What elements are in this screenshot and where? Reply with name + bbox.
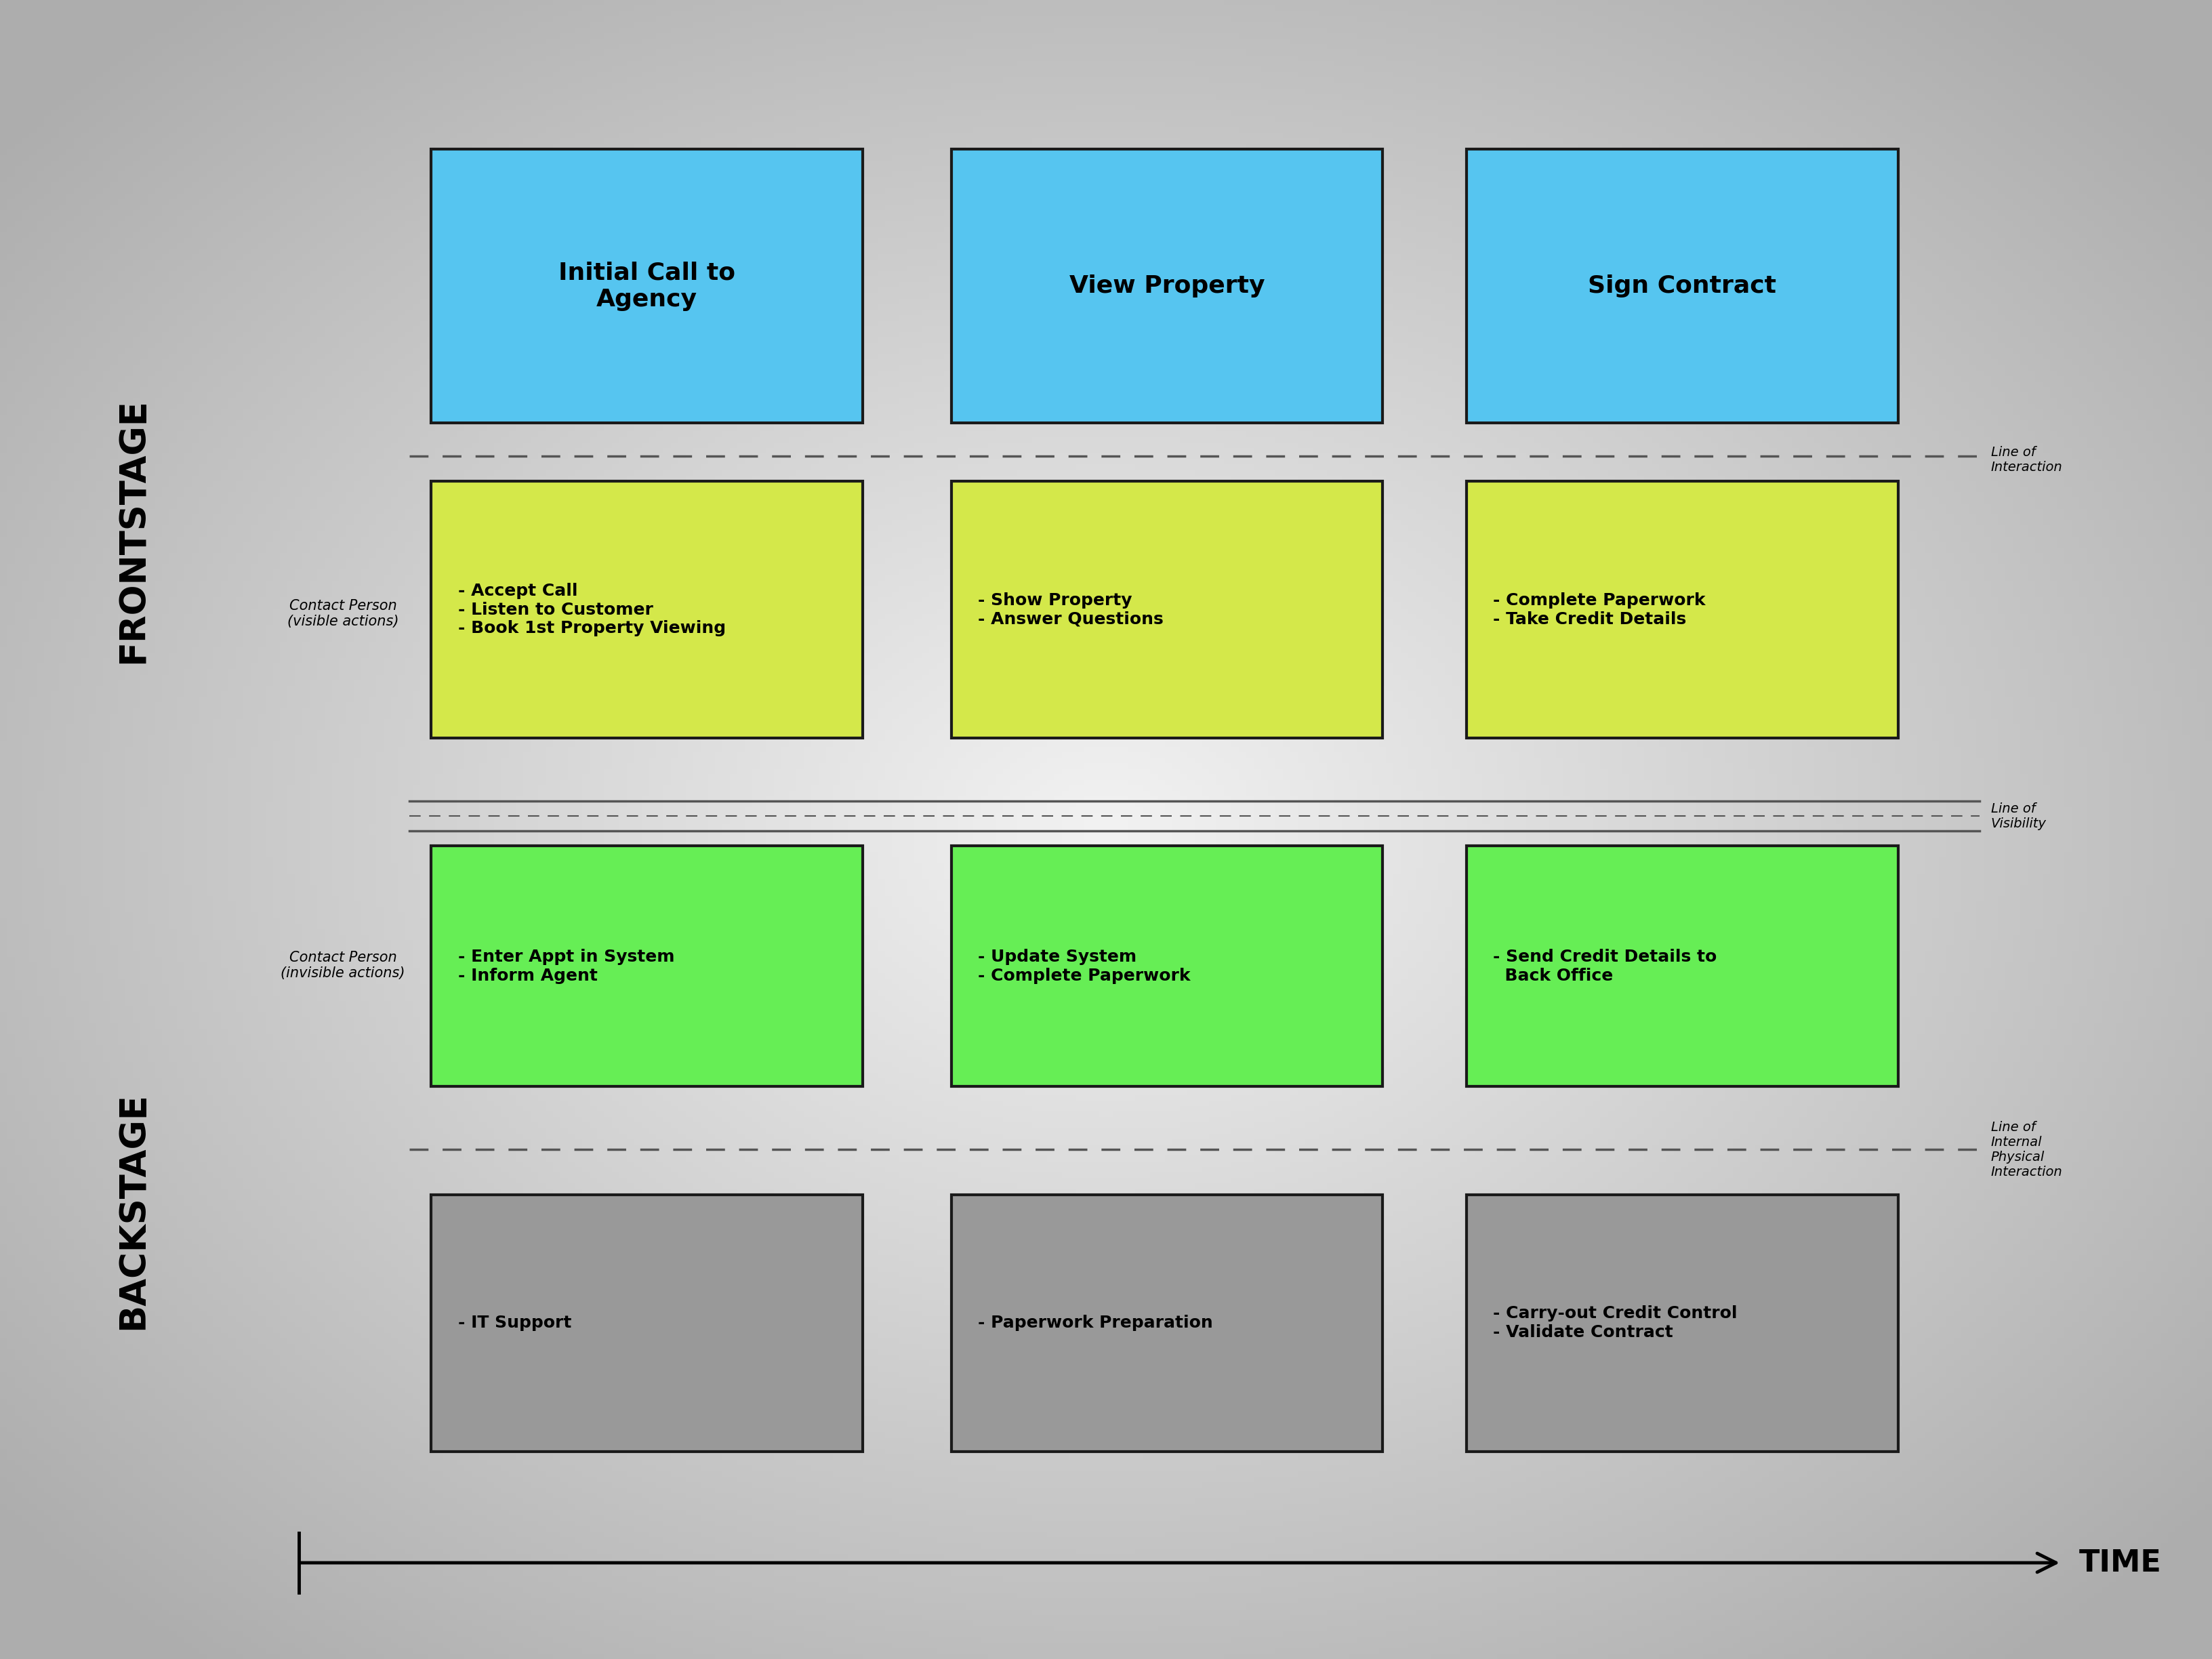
Text: FRONTSTAGE: FRONTSTAGE [115,398,150,664]
Text: TIME: TIME [2079,1548,2161,1578]
Text: - Enter Appt in System
- Inform Agent: - Enter Appt in System - Inform Agent [458,949,675,984]
Text: - Carry-out Credit Control
- Validate Contract: - Carry-out Credit Control - Validate Co… [1493,1306,1736,1340]
Text: - Send Credit Details to
  Back Office: - Send Credit Details to Back Office [1493,949,1717,984]
Text: - Show Property
- Answer Questions: - Show Property - Answer Questions [978,592,1164,627]
FancyBboxPatch shape [951,481,1382,738]
Text: - Update System
- Complete Paperwork: - Update System - Complete Paperwork [978,949,1190,984]
Text: - IT Support: - IT Support [458,1316,571,1331]
Text: Line of
Visibility: Line of Visibility [1991,803,2046,830]
Text: - Accept Call
- Listen to Customer
- Book 1st Property Viewing: - Accept Call - Listen to Customer - Boo… [458,582,726,637]
FancyBboxPatch shape [431,846,863,1087]
FancyBboxPatch shape [431,1194,863,1452]
Text: - Complete Paperwork
- Take Credit Details: - Complete Paperwork - Take Credit Detai… [1493,592,1705,627]
Text: BACKSTAGE: BACKSTAGE [115,1092,150,1331]
FancyBboxPatch shape [431,149,863,423]
FancyBboxPatch shape [1467,1194,1898,1452]
FancyBboxPatch shape [1467,846,1898,1087]
FancyBboxPatch shape [951,846,1382,1087]
FancyBboxPatch shape [951,1194,1382,1452]
FancyBboxPatch shape [1467,481,1898,738]
Text: Line of
Internal
Physical
Interaction: Line of Internal Physical Interaction [1991,1121,2062,1178]
Text: Sign Contract: Sign Contract [1588,275,1776,297]
Text: View Property: View Property [1068,275,1265,297]
FancyBboxPatch shape [431,481,863,738]
FancyBboxPatch shape [951,149,1382,423]
Text: - Paperwork Preparation: - Paperwork Preparation [978,1316,1212,1331]
Text: Initial Call to
Agency: Initial Call to Agency [560,262,734,310]
Text: Line of
Interaction: Line of Interaction [1991,446,2062,473]
Text: Contact Person
(invisible actions): Contact Person (invisible actions) [281,951,405,980]
Text: Contact Person
(visible actions): Contact Person (visible actions) [288,599,398,629]
FancyBboxPatch shape [1467,149,1898,423]
